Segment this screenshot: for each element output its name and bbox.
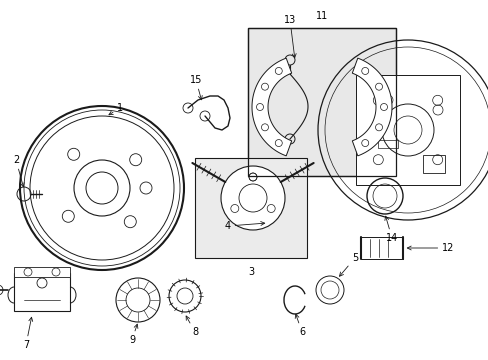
Circle shape (361, 67, 368, 75)
Polygon shape (251, 58, 291, 156)
Circle shape (169, 280, 201, 312)
Text: 6: 6 (295, 314, 305, 337)
Text: 9: 9 (129, 324, 138, 345)
Circle shape (116, 278, 160, 322)
Bar (422, 155, 444, 173)
Circle shape (361, 140, 368, 147)
Text: 14: 14 (384, 216, 397, 243)
Text: 11: 11 (315, 11, 327, 21)
Circle shape (315, 276, 343, 304)
Text: 3: 3 (247, 267, 254, 277)
Text: 15: 15 (189, 75, 202, 100)
Circle shape (261, 83, 268, 90)
Bar (195, 158, 306, 258)
Bar (355, 75, 459, 185)
Circle shape (221, 166, 285, 230)
Circle shape (375, 83, 382, 90)
Text: 12: 12 (407, 243, 453, 253)
Circle shape (375, 124, 382, 131)
Circle shape (380, 104, 386, 111)
Polygon shape (351, 58, 391, 156)
Bar (377, 140, 397, 148)
Circle shape (256, 104, 263, 111)
Text: 2: 2 (13, 155, 24, 187)
Text: 5: 5 (339, 253, 357, 276)
Bar (14, 273, 70, 311)
Bar (247, 28, 395, 176)
Text: 13: 13 (284, 15, 296, 58)
Text: 8: 8 (186, 316, 198, 337)
Text: 4: 4 (224, 221, 264, 231)
Text: 1: 1 (109, 103, 123, 115)
Text: 10: 10 (0, 359, 1, 360)
Bar (247, 28, 395, 176)
Circle shape (275, 67, 282, 75)
Circle shape (261, 124, 268, 131)
Bar (360, 237, 402, 259)
Bar (14, 267, 70, 277)
Text: 7: 7 (23, 317, 33, 350)
Circle shape (275, 140, 282, 147)
